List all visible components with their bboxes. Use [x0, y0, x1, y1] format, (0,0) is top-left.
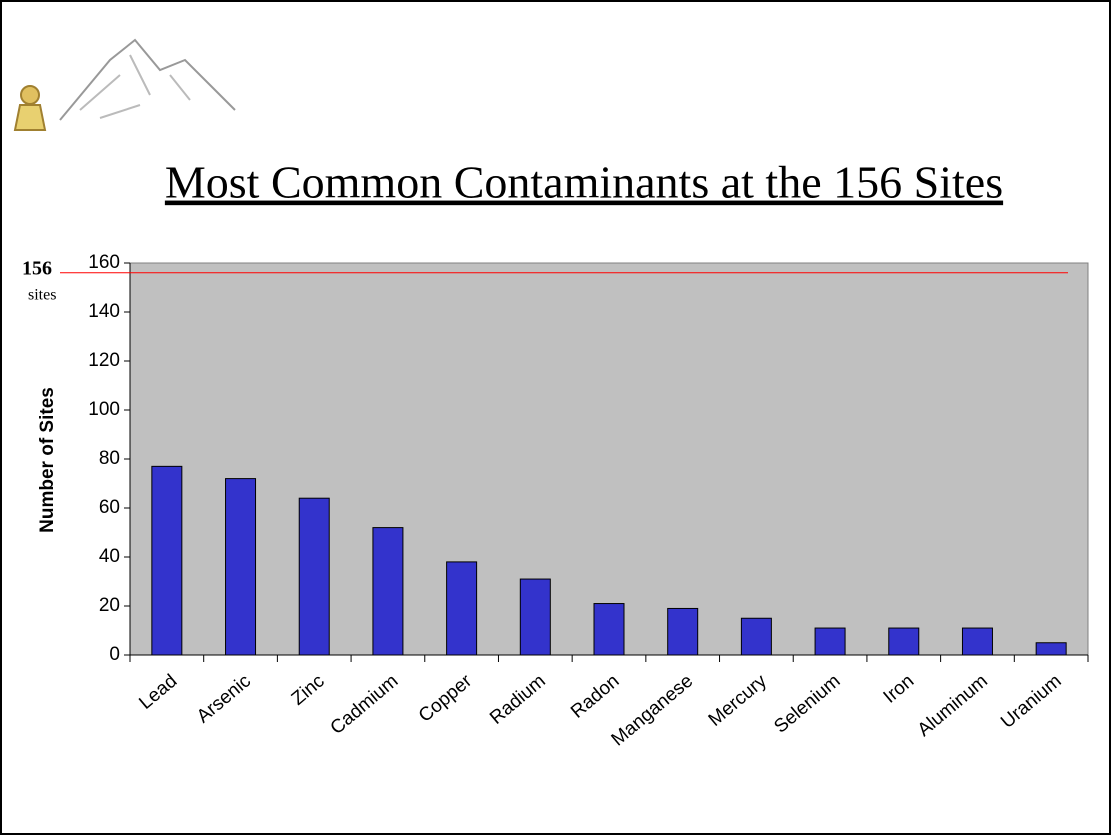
y-axis-label: Number of Sites — [37, 387, 58, 533]
y-tick-label: 40 — [99, 546, 120, 567]
y-tick-label: 0 — [109, 644, 120, 665]
reference-label: 156 — [22, 258, 52, 280]
plot-area — [129, 262, 1089, 656]
y-tick-label: 160 — [88, 252, 120, 273]
logo — [13, 38, 236, 131]
bar — [593, 603, 625, 656]
bar — [740, 617, 772, 656]
y-tick-label: 100 — [88, 399, 120, 420]
bar — [298, 497, 330, 656]
reference-unit: sites — [28, 287, 56, 304]
bar — [888, 627, 920, 656]
bar — [151, 465, 183, 656]
bar — [372, 527, 404, 656]
bar — [225, 478, 257, 656]
bar — [814, 627, 846, 656]
y-tick-label: 80 — [99, 448, 120, 469]
bar — [446, 561, 478, 656]
bar — [1035, 642, 1067, 656]
y-tick-label: 140 — [88, 301, 120, 322]
y-tick-label: 20 — [99, 595, 120, 616]
y-tick-label: 60 — [99, 497, 120, 518]
bar — [667, 607, 699, 656]
bar — [961, 627, 993, 656]
chart-title: Most Common Contaminants at the 156 Site… — [165, 157, 1003, 208]
y-tick-label: 120 — [88, 350, 120, 371]
bar — [519, 578, 551, 656]
